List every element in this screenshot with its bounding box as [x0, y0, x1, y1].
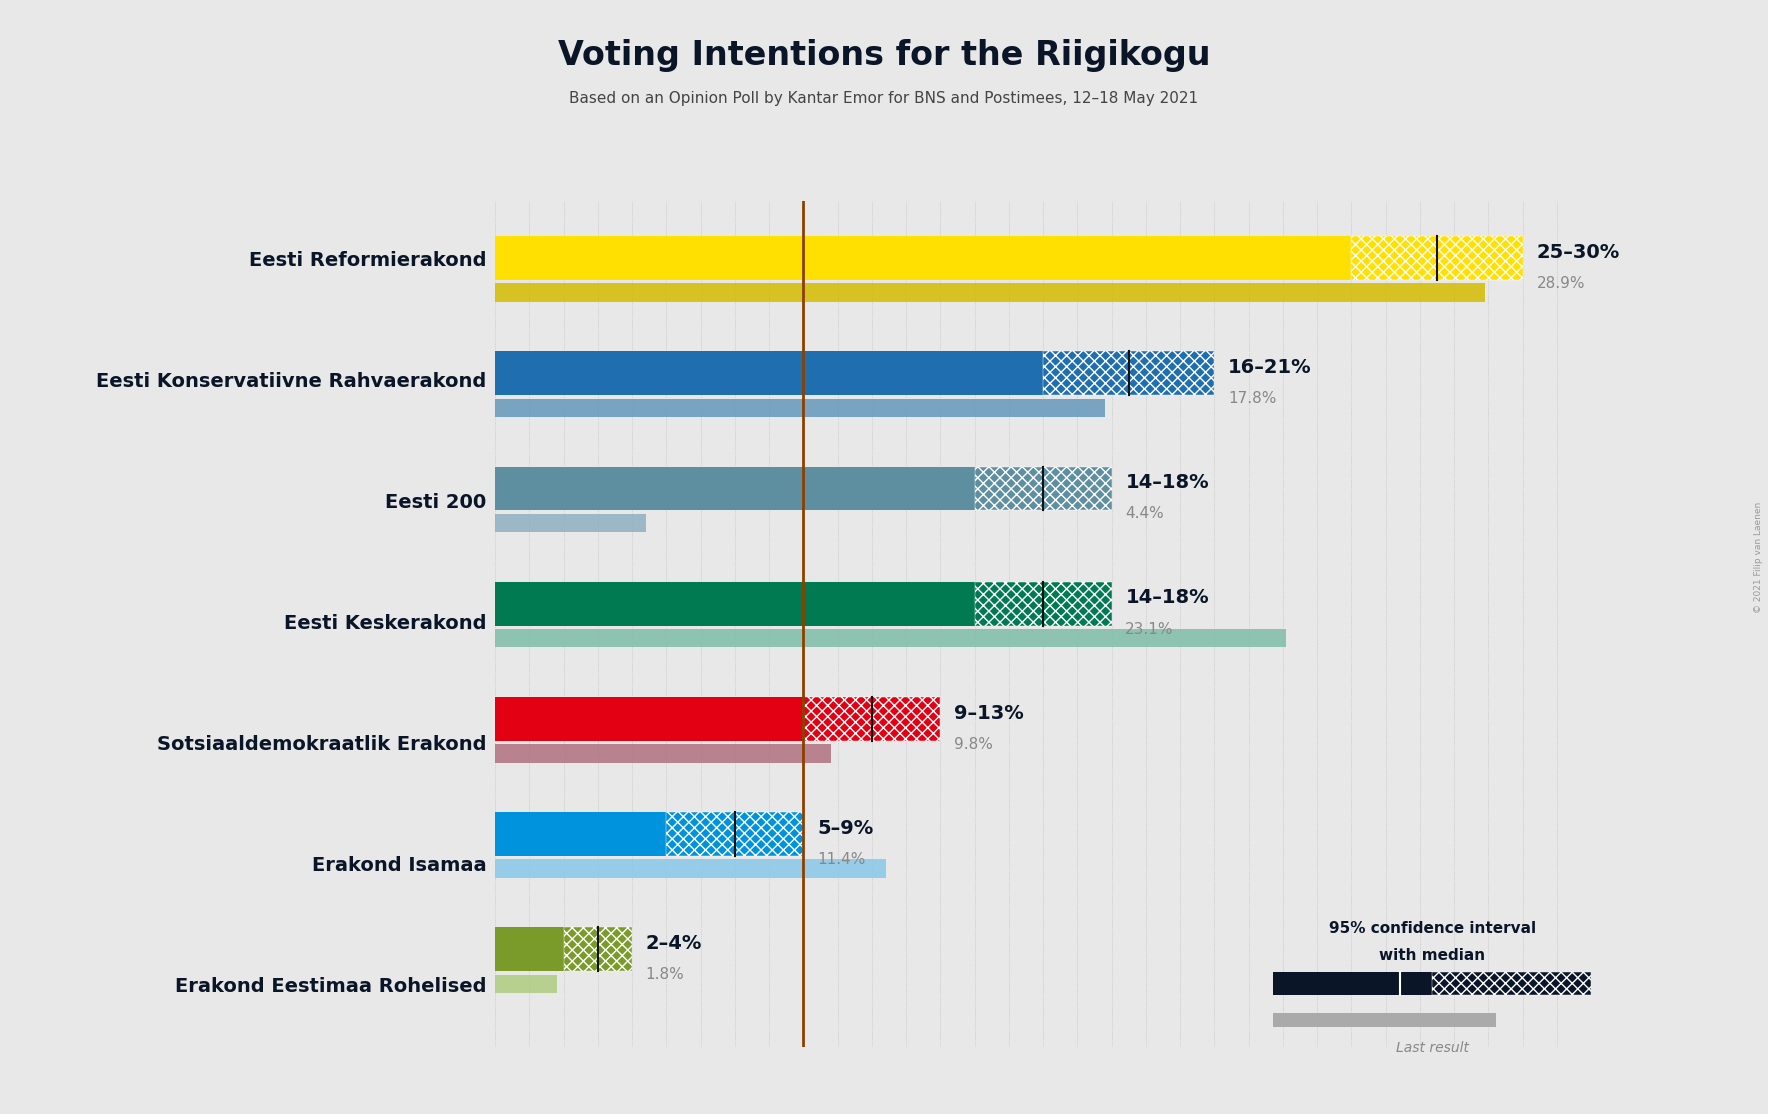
- Bar: [495, 582, 974, 626]
- Bar: [1043, 351, 1215, 395]
- Text: with median: with median: [1379, 948, 1485, 962]
- Text: 16–21%: 16–21%: [1229, 358, 1312, 377]
- Bar: [974, 582, 1112, 626]
- Text: 9.8%: 9.8%: [955, 736, 994, 752]
- Text: 23.1%: 23.1%: [1126, 622, 1174, 636]
- Bar: [974, 467, 1112, 510]
- Bar: [495, 236, 1351, 280]
- Text: 11.4%: 11.4%: [817, 852, 865, 867]
- Text: 4.4%: 4.4%: [1126, 507, 1163, 521]
- Text: 14–18%: 14–18%: [1126, 473, 1209, 492]
- Text: 25–30%: 25–30%: [1536, 243, 1619, 262]
- Text: Voting Intentions for the Riigikogu: Voting Intentions for the Riigikogu: [557, 39, 1211, 72]
- Text: 14–18%: 14–18%: [1126, 588, 1209, 607]
- Bar: [667, 812, 803, 856]
- Text: 2–4%: 2–4%: [645, 934, 702, 952]
- Text: Erakond Eestimaa Rohelised: Erakond Eestimaa Rohelised: [175, 977, 486, 996]
- Bar: [495, 467, 974, 510]
- Bar: [495, 399, 1105, 417]
- Bar: [1273, 1013, 1496, 1027]
- Bar: [495, 351, 1043, 395]
- Bar: [495, 744, 831, 763]
- Text: 5–9%: 5–9%: [817, 819, 873, 838]
- Bar: [495, 927, 564, 971]
- Bar: [1273, 971, 1432, 996]
- Text: Eesti Reformierakond: Eesti Reformierakond: [249, 252, 486, 271]
- Text: 9–13%: 9–13%: [955, 704, 1024, 723]
- Text: 17.8%: 17.8%: [1229, 391, 1276, 407]
- Bar: [495, 283, 1485, 302]
- Bar: [803, 697, 941, 741]
- Bar: [495, 975, 557, 993]
- Text: Eesti 200: Eesti 200: [385, 494, 486, 512]
- Bar: [1351, 236, 1522, 280]
- Text: © 2021 Filip van Laenen: © 2021 Filip van Laenen: [1754, 501, 1763, 613]
- Bar: [495, 629, 1287, 647]
- Text: Based on an Opinion Poll by Kantar Emor for BNS and Postimees, 12–18 May 2021: Based on an Opinion Poll by Kantar Emor …: [569, 91, 1199, 106]
- Text: Erakond Isamaa: Erakond Isamaa: [311, 857, 486, 876]
- Bar: [495, 697, 803, 741]
- Bar: [495, 812, 667, 856]
- Text: Eesti Konservatiivne Rahvaerakond: Eesti Konservatiivne Rahvaerakond: [95, 372, 486, 391]
- Text: 1.8%: 1.8%: [645, 967, 684, 983]
- Bar: [495, 859, 886, 878]
- Bar: [1432, 971, 1591, 996]
- Text: Sotsiaaldemokraatlik Erakond: Sotsiaaldemokraatlik Erakond: [157, 735, 486, 754]
- Bar: [564, 927, 633, 971]
- Bar: [495, 514, 645, 532]
- Text: Last result: Last result: [1395, 1042, 1469, 1055]
- Text: 95% confidence interval: 95% confidence interval: [1328, 921, 1536, 936]
- Text: Eesti Keskerakond: Eesti Keskerakond: [283, 614, 486, 634]
- Text: 28.9%: 28.9%: [1536, 276, 1584, 291]
